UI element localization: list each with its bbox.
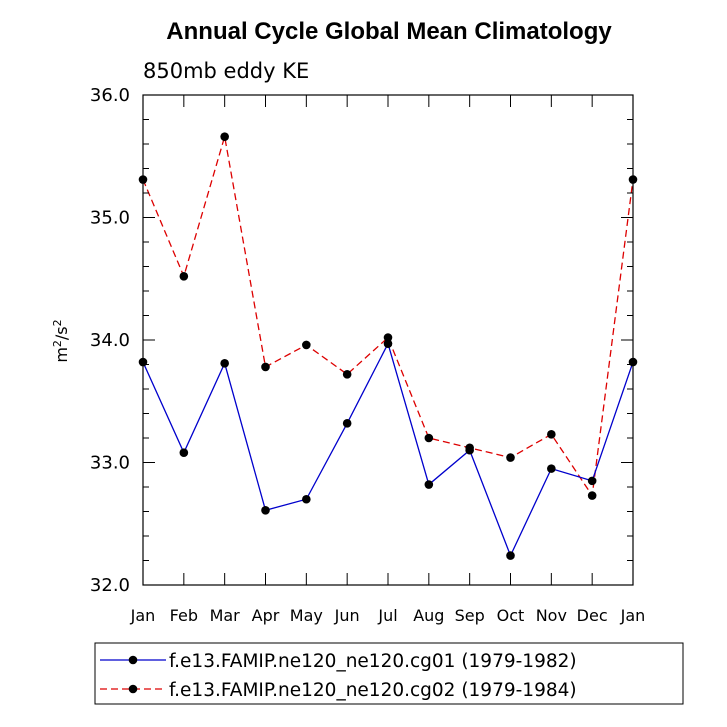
y-axis-label-exp2: 2 [51, 319, 64, 326]
y-axis-label-mid: /s [52, 326, 71, 340]
y-axis-label-exp1: 2 [51, 340, 64, 347]
x-tick-label: Jul [377, 606, 397, 625]
series-1-point [506, 551, 515, 560]
series-2-point [302, 340, 311, 350]
axes-layer: 32.0 33.0 34.0 35.0 36.0 Jan Feb Mar Apr May Jun Ju… [90, 85, 645, 625]
series-1-point [220, 358, 229, 368]
x-tick-label: Mar [210, 606, 241, 625]
x-tick-label: Jan [130, 606, 156, 625]
series-1-point [587, 476, 597, 486]
series-1-point [179, 448, 189, 458]
series-1-point [424, 480, 434, 489]
y-axis-label-base: m [52, 347, 71, 363]
x-tick-label: Apr [252, 606, 280, 625]
series-2-point [342, 370, 352, 379]
x-tick-label: May [290, 606, 323, 625]
plot-layer [138, 132, 638, 560]
series-2-point [506, 453, 515, 462]
series-1-point [261, 505, 270, 515]
series-line-1 [142, 341, 634, 558]
x-tick-label: Sep [455, 606, 485, 625]
chart-title: Annual Cycle Global Mean Climatology [166, 18, 612, 45]
series-2-point [220, 132, 229, 141]
y-tick-label: 32.0 [90, 575, 130, 596]
x-tick-label: Dec [577, 606, 608, 625]
y-tick-label: 36.0 [90, 85, 130, 106]
y-tick-label: 34.0 [90, 330, 130, 351]
y-axis-label: m2/s2 [51, 319, 72, 362]
legend-label-1: f.e13.FAMIP.ne120_ne120.cg01 (1979-1982) [169, 651, 577, 672]
series-1-point [302, 494, 311, 504]
series-1-point [547, 464, 556, 473]
y-tick-label: 33.0 [90, 453, 130, 474]
series-2-point [179, 272, 189, 281]
y-tick-label: 35.0 [90, 208, 130, 229]
legend: f.e13.FAMIP.ne120_ne120.cg01 (1979-1982)… [94, 642, 684, 705]
series-2-point [261, 362, 270, 372]
x-tick-label: Nov [536, 606, 567, 625]
legend-marker-1 [128, 655, 138, 665]
series-1-point [465, 445, 474, 455]
series-2-point [587, 491, 597, 500]
x-tick-label: Oct [497, 606, 525, 625]
chart-subtitle: 850mb eddy KE [143, 59, 309, 83]
x-tick-label: Jan [620, 606, 646, 625]
series-line-2 [142, 136, 634, 498]
legend-marker-2 [128, 684, 138, 694]
series-1-point [342, 419, 352, 428]
series-2-point [424, 433, 434, 443]
series-2-point [383, 333, 393, 342]
legend-box [94, 642, 684, 705]
legend-label-2: f.e13.FAMIP.ne120_ne120.cg02 (1979-1984) [169, 680, 577, 701]
x-tick-label: Feb [170, 606, 198, 625]
x-tick-label: Jun [334, 606, 360, 625]
x-tick-label: Aug [413, 606, 444, 625]
series-1-point [383, 339, 393, 348]
series-2-point [547, 430, 556, 439]
svg-text:m2/s2: m2/s2 [51, 319, 72, 362]
